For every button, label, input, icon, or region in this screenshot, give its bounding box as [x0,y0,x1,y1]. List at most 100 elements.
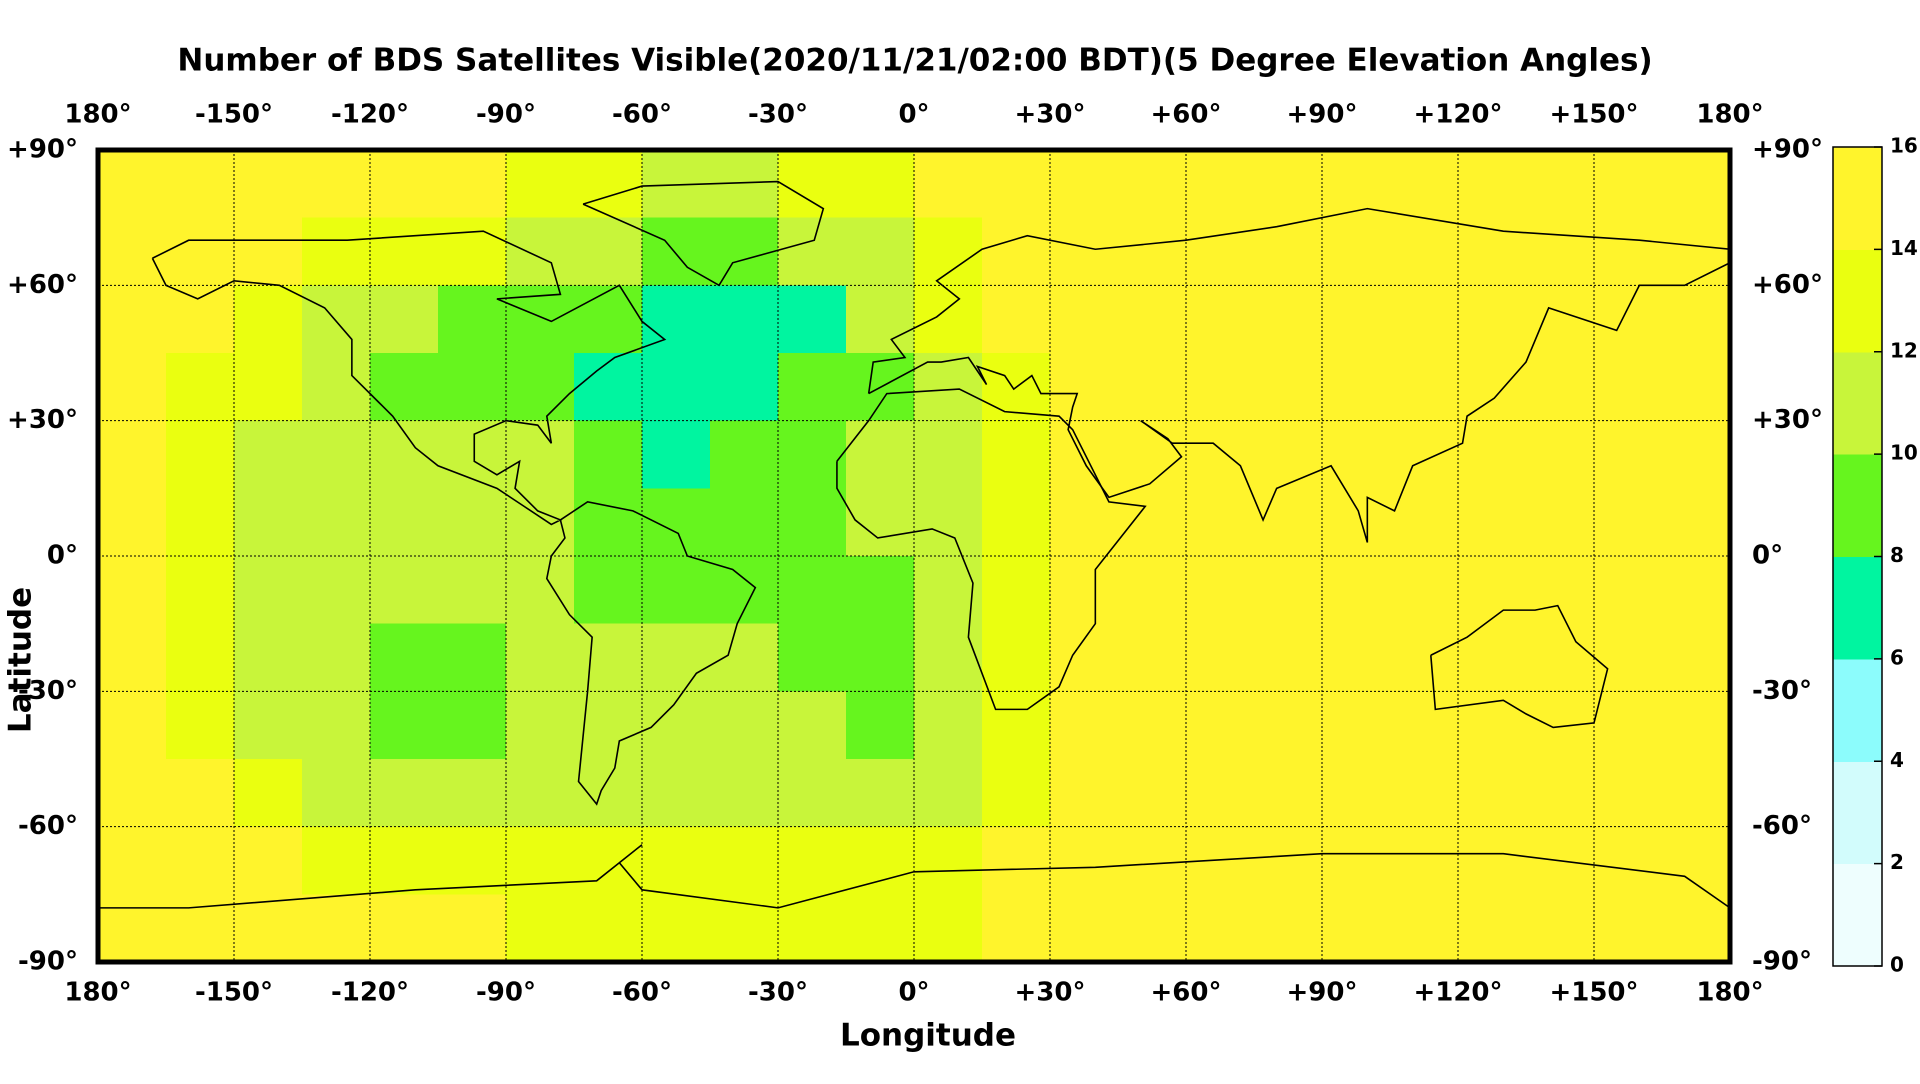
cell [438,826,507,895]
cell [778,217,847,286]
cell [1186,488,1255,557]
colorbar-tick-label: 0 [1890,953,1904,977]
cell [1118,217,1187,286]
cell [1662,217,1731,286]
cell [234,759,303,828]
cell [710,826,779,895]
x-tick-label: 0° [898,978,929,1008]
y-tick-label: 0° [1752,541,1783,571]
colorbar-tick-label: 2 [1890,850,1904,874]
cell [1662,353,1731,422]
cell [846,285,915,354]
cell [506,691,575,760]
cell [1390,691,1459,760]
cell [1322,894,1391,963]
cell [1186,217,1255,286]
coastline [867,207,1731,543]
cell [1118,150,1187,219]
cell [710,217,779,286]
cell [1186,353,1255,422]
cell [1118,353,1187,422]
cell [234,420,303,489]
cell [1254,759,1323,828]
cell [1390,894,1459,963]
coastline [98,844,1731,909]
cell [506,556,575,625]
cell [98,894,167,963]
cell [438,420,507,489]
cell [506,150,575,219]
cell [98,691,167,760]
cell [1526,759,1595,828]
y-tick-label: +30° [1752,405,1823,435]
x-tick-label: +120° [1413,100,1502,130]
cell [506,217,575,286]
cell [1594,353,1663,422]
cell [1186,556,1255,625]
cell [1662,894,1731,963]
cell [710,894,779,963]
cell [438,353,507,422]
cell [438,285,507,354]
cell [1458,488,1527,557]
y-tick-label: +90° [7,135,78,165]
cell [1662,285,1731,354]
cell [1662,556,1731,625]
cell [642,759,711,828]
cell [1458,556,1527,625]
cell [574,353,643,422]
cell [370,691,439,760]
cell [1322,691,1391,760]
cell [982,420,1051,489]
colorbar-tick-label: 16 [1890,134,1918,158]
x-tick-label: +120° [1413,978,1502,1008]
cell [1526,556,1595,625]
x-tick-label: +30° [1015,978,1086,1008]
cell [778,353,847,422]
cell [1050,150,1119,219]
cell [710,488,779,557]
cell [1254,285,1323,354]
cell [438,894,507,963]
x-tick-label: 180° [1696,978,1763,1008]
cell [982,150,1051,219]
x-tick-label: +30° [1015,100,1086,130]
x-tick-label: +60° [1151,978,1222,1008]
cell [166,488,235,557]
cell [710,691,779,760]
cell [1118,623,1187,692]
cell [438,623,507,692]
cell [1458,691,1527,760]
cell [166,217,235,286]
cell [846,420,915,489]
cell [1186,150,1255,219]
coastline [582,180,825,287]
x-tick-label: -30° [748,100,808,130]
cell [1458,623,1527,692]
cell [234,488,303,557]
cell [710,285,779,354]
y-tick-label: +60° [1752,270,1823,300]
cell [1390,420,1459,489]
chart-title: Number of BDS Satellites Visible(2020/11… [177,43,1652,79]
cell [1390,759,1459,828]
cell [1458,353,1527,422]
cell [846,217,915,286]
cell [914,826,983,895]
x-tick-label: 180° [64,978,131,1008]
cell [1254,488,1323,557]
cell [1254,420,1323,489]
cell [370,623,439,692]
cell [778,285,847,354]
cell [778,759,847,828]
cell [1390,488,1459,557]
cell [370,894,439,963]
cell [98,826,167,895]
cell [234,556,303,625]
x-tick-label: -90° [476,100,536,130]
cell [1050,623,1119,692]
cell [914,353,983,422]
x-axis-label: Longitude [840,1018,1016,1054]
cell [438,488,507,557]
cell [98,353,167,422]
